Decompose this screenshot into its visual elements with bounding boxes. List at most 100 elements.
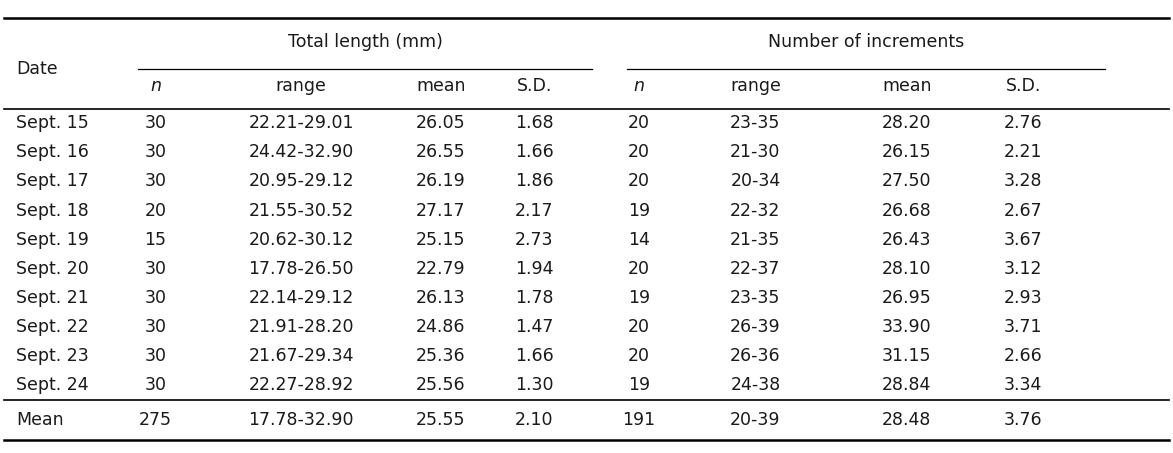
- Text: 30: 30: [144, 173, 167, 190]
- Text: 19: 19: [628, 376, 650, 395]
- Text: 1.66: 1.66: [515, 347, 554, 365]
- Text: 22-37: 22-37: [730, 260, 780, 278]
- Text: n: n: [150, 77, 161, 96]
- Text: 26.68: 26.68: [882, 202, 931, 220]
- Text: 27.50: 27.50: [882, 173, 931, 190]
- Text: 1.66: 1.66: [515, 143, 554, 161]
- Text: Sept. 15: Sept. 15: [15, 114, 89, 132]
- Text: 30: 30: [144, 376, 167, 395]
- Text: 28.20: 28.20: [882, 114, 931, 132]
- Text: 2.93: 2.93: [1004, 289, 1043, 307]
- Text: 2.21: 2.21: [1004, 143, 1043, 161]
- Text: 22.21-29.01: 22.21-29.01: [249, 114, 354, 132]
- Text: 20: 20: [628, 347, 650, 365]
- Text: range: range: [730, 77, 781, 96]
- Text: 20-34: 20-34: [731, 173, 780, 190]
- Text: Sept. 22: Sept. 22: [15, 318, 89, 336]
- Text: 30: 30: [144, 289, 167, 307]
- Text: 23-35: 23-35: [730, 289, 780, 307]
- Text: 25.15: 25.15: [416, 231, 466, 249]
- Text: Mean: Mean: [15, 411, 63, 429]
- Text: 20: 20: [628, 173, 650, 190]
- Text: 1.47: 1.47: [515, 318, 554, 336]
- Text: 3.12: 3.12: [1004, 260, 1043, 278]
- Text: 20.95-29.12: 20.95-29.12: [249, 173, 354, 190]
- Text: Sept. 19: Sept. 19: [15, 231, 89, 249]
- Text: 24.86: 24.86: [416, 318, 466, 336]
- Text: 26.15: 26.15: [882, 143, 931, 161]
- Text: 2.67: 2.67: [1004, 202, 1043, 220]
- Text: range: range: [276, 77, 326, 96]
- Text: 2.10: 2.10: [515, 411, 554, 429]
- Text: 30: 30: [144, 318, 167, 336]
- Text: 3.67: 3.67: [1004, 231, 1043, 249]
- Text: 28.10: 28.10: [882, 260, 931, 278]
- Text: 30: 30: [144, 114, 167, 132]
- Text: 25.55: 25.55: [416, 411, 466, 429]
- Text: 22.27-28.92: 22.27-28.92: [249, 376, 354, 395]
- Text: 33.90: 33.90: [882, 318, 931, 336]
- Text: 22.79: 22.79: [416, 260, 466, 278]
- Text: Sept. 24: Sept. 24: [15, 376, 88, 395]
- Text: Total length (mm): Total length (mm): [287, 33, 442, 51]
- Text: 26.43: 26.43: [882, 231, 931, 249]
- Text: 20: 20: [628, 260, 650, 278]
- Text: 20: 20: [628, 114, 650, 132]
- Text: 26.19: 26.19: [416, 173, 466, 190]
- Text: 20: 20: [144, 202, 167, 220]
- Text: 1.30: 1.30: [515, 376, 554, 395]
- Text: 24.42-32.90: 24.42-32.90: [249, 143, 354, 161]
- Text: 26-39: 26-39: [730, 318, 781, 336]
- Text: 2.73: 2.73: [515, 231, 554, 249]
- Text: 21-35: 21-35: [730, 231, 780, 249]
- Text: 21.55-30.52: 21.55-30.52: [249, 202, 354, 220]
- Text: 27.17: 27.17: [416, 202, 466, 220]
- Text: 19: 19: [628, 202, 650, 220]
- Text: 30: 30: [144, 347, 167, 365]
- Text: 1.94: 1.94: [515, 260, 554, 278]
- Text: 3.28: 3.28: [1004, 173, 1043, 190]
- Text: 26.95: 26.95: [882, 289, 931, 307]
- Text: 31.15: 31.15: [882, 347, 931, 365]
- Text: 22-32: 22-32: [730, 202, 780, 220]
- Text: 3.76: 3.76: [1004, 411, 1043, 429]
- Text: 2.76: 2.76: [1004, 114, 1043, 132]
- Text: 20.62-30.12: 20.62-30.12: [249, 231, 354, 249]
- Text: Sept. 16: Sept. 16: [15, 143, 89, 161]
- Text: 21.91-28.20: 21.91-28.20: [249, 318, 354, 336]
- Text: 2.17: 2.17: [515, 202, 554, 220]
- Text: 28.48: 28.48: [882, 411, 931, 429]
- Text: 21-30: 21-30: [730, 143, 780, 161]
- Text: Sept. 20: Sept. 20: [15, 260, 89, 278]
- Text: 26.55: 26.55: [416, 143, 466, 161]
- Text: Sept. 17: Sept. 17: [15, 173, 89, 190]
- Text: 26.05: 26.05: [416, 114, 466, 132]
- Text: 25.56: 25.56: [416, 376, 466, 395]
- Text: 17.78-32.90: 17.78-32.90: [249, 411, 354, 429]
- Text: 3.71: 3.71: [1004, 318, 1043, 336]
- Text: Sept. 18: Sept. 18: [15, 202, 89, 220]
- Text: 19: 19: [628, 289, 650, 307]
- Text: 20: 20: [628, 318, 650, 336]
- Text: 1.78: 1.78: [515, 289, 554, 307]
- Text: 3.34: 3.34: [1004, 376, 1043, 395]
- Text: 24-38: 24-38: [731, 376, 780, 395]
- Text: 30: 30: [144, 143, 167, 161]
- Text: 1.68: 1.68: [515, 114, 554, 132]
- Text: mean: mean: [416, 77, 466, 96]
- Text: Sept. 23: Sept. 23: [15, 347, 89, 365]
- Text: 191: 191: [623, 411, 656, 429]
- Text: 30: 30: [144, 260, 167, 278]
- Text: S.D.: S.D.: [1005, 77, 1040, 96]
- Text: 25.36: 25.36: [416, 347, 466, 365]
- Text: 26-36: 26-36: [730, 347, 781, 365]
- Text: 20-39: 20-39: [730, 411, 780, 429]
- Text: 23-35: 23-35: [730, 114, 780, 132]
- Text: 17.78-26.50: 17.78-26.50: [249, 260, 354, 278]
- Text: 26.13: 26.13: [416, 289, 466, 307]
- Text: 14: 14: [628, 231, 650, 249]
- Text: 20: 20: [628, 143, 650, 161]
- Text: Sept. 21: Sept. 21: [15, 289, 89, 307]
- Text: 1.86: 1.86: [515, 173, 554, 190]
- Text: 275: 275: [140, 411, 172, 429]
